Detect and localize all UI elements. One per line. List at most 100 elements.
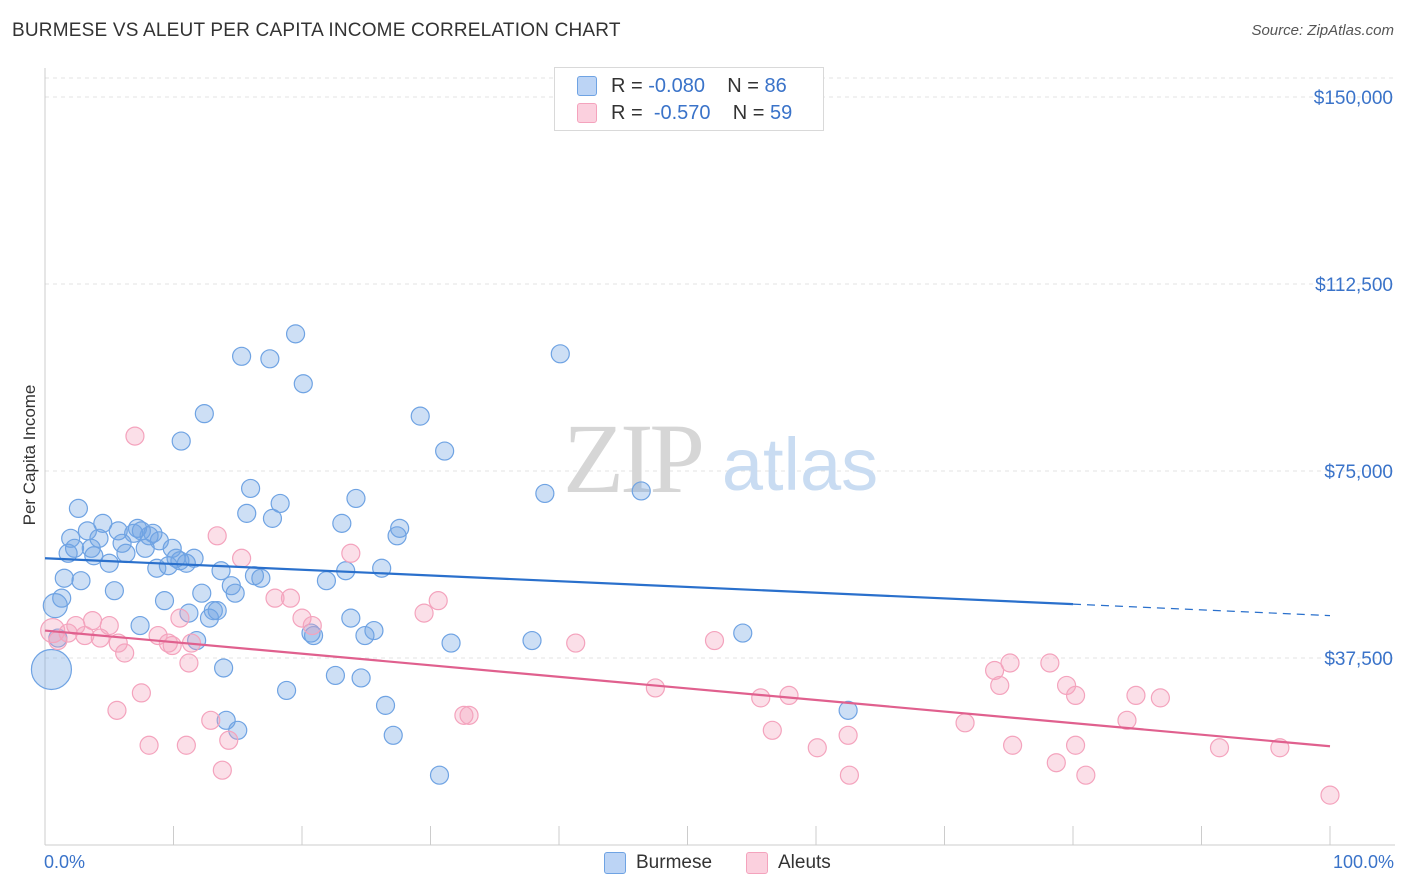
burmese-point [54,568,74,588]
aleuts-point [1003,735,1023,755]
x-max-label: 100.0% [1332,852,1394,872]
aleuts-point [265,588,285,608]
burmese-point [52,588,72,608]
burmese-point [130,615,150,636]
legend-n-value: 86 [764,74,787,97]
burmese-point [260,349,280,369]
burmese-point [387,526,407,546]
aleuts-point [985,660,1005,681]
aleuts-point [1150,688,1170,708]
burmese-point [435,441,455,461]
aleuts-point [176,735,196,755]
burmese-point [293,374,313,394]
burmese-point [251,568,271,588]
legend-row-aleuts: R = -0.570 N = 59 [577,100,792,126]
burmese-trend-extension [1072,603,1331,617]
aleuts-point [779,685,799,706]
bottom-legend-aleuts: Aleuts [746,852,831,874]
aleuts-point [1076,765,1096,785]
legend-n-label: N = [727,74,759,97]
burmese-point [194,404,214,424]
aleuts-point [219,730,239,750]
trend-lines [44,557,1331,748]
burmese-point [410,406,430,426]
aleuts-point [1040,653,1060,673]
aleuts-point [428,591,448,611]
burmese-point [64,538,85,558]
burmese-point [838,700,858,720]
legend-swatch-burmese [577,76,597,96]
burmese-point [232,346,252,366]
burmese-point [733,623,753,643]
aleuts-point [1000,653,1020,673]
axes [44,68,1395,846]
aleuts-point [645,678,665,698]
aleuts-point [1065,735,1086,755]
burmese-point [276,680,297,701]
burmese-point [351,668,371,688]
aleuts-point [459,705,479,725]
aleuts-point [162,635,182,656]
burmese-point [108,521,128,541]
source-label: Source: ZipAtlas.com [1251,22,1394,39]
bottom-legend: Burmese Aleuts [0,852,1406,878]
aleuts-point [1065,685,1086,706]
burmese-point [89,528,109,548]
aleuts-point [292,608,312,628]
aleuts-point [1320,785,1340,805]
aleuts-point [1126,685,1146,706]
aleuts-point [115,643,135,663]
aleuts-point [212,760,232,780]
burmese-point [346,488,366,509]
burmese-point [441,633,461,653]
aleuts-point [179,653,199,673]
aleuts-point [566,633,586,653]
burmese-point [81,538,101,558]
aleuts-point [1046,753,1066,773]
bottom-legend-label: Burmese [636,852,713,873]
burmese-point [214,658,234,678]
x-min-label: 0.0% [44,852,86,872]
burmese-point [241,478,261,499]
legend-r-value: -0.570 [653,101,711,124]
bottom-legend-label: Aleuts [778,852,831,873]
aleuts-point [125,426,145,446]
chart-title: BURMESE VS ALEUT PER CAPITA INCOME CORRE… [12,20,621,41]
y-tick-labels: $37,500 $75,000 $112,500 $150,000 [1314,88,1393,670]
aleuts-point [201,710,221,730]
aleuts-point [838,725,858,745]
aleuts-point [131,683,151,703]
burmese-point [270,493,290,514]
y-tick-label: $112,500 [1315,275,1393,296]
aleuts-point [170,608,190,628]
y-axis-label: Per Capita Income [20,384,39,526]
aleuts-point [762,720,782,740]
bottom-legend-burmese: Burmese [604,852,712,874]
burmese-point [99,553,119,573]
burmese-point [184,548,204,568]
aleuts-point [990,675,1010,696]
burmese-point [316,571,337,591]
aleuts-point [280,588,301,608]
burmese-trend-line [44,557,1074,606]
watermark: ZIP atlas [563,403,878,514]
burmese-point [104,581,124,601]
aleuts-point [232,548,252,568]
legend-row-burmese: R = -0.080 N = 86 [577,73,787,99]
burmese-point [237,503,257,523]
aleuts-point [82,610,103,631]
burmese-point [390,518,410,538]
burmese-point [550,344,570,364]
watermark-zip: ZIP [563,403,701,514]
legend-r-label: R = [611,101,643,124]
burmese-point [192,583,212,603]
aleuts-point [1117,710,1137,730]
burmese-point [171,431,191,451]
burmese-point [71,571,91,591]
data-points [30,324,1340,805]
aleuts-point [955,713,975,733]
burmese-point [179,603,199,623]
burmese-point [30,648,73,691]
y-tick-label: $150,000 [1314,88,1393,109]
